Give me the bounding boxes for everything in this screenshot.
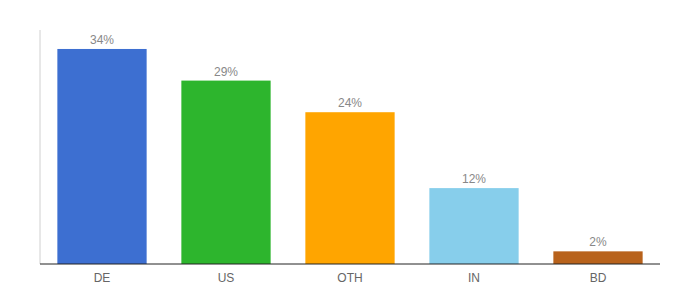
data-label: 2% [589,235,607,249]
bar [181,81,270,264]
bar [553,251,642,264]
x-tick-label: DE [94,271,111,285]
bar [57,49,146,264]
chart-svg: 34% 29% 24% 12% 2% DE US OTH IN BD [0,0,680,300]
bars [57,49,642,264]
x-tick-label: OTH [337,271,362,285]
x-axis-line [40,264,660,265]
data-label: 12% [462,172,486,186]
x-tick-label: BD [590,271,607,285]
y-axis-line [40,30,41,264]
data-label: 29% [214,65,238,79]
data-label: 34% [90,33,114,47]
bar [305,112,394,264]
chart-container: 34% 29% 24% 12% 2% DE US OTH IN BD [0,0,680,300]
data-label: 24% [338,96,362,110]
bar [429,188,518,264]
x-tick-label: US [218,271,235,285]
x-tick-label: IN [468,271,480,285]
